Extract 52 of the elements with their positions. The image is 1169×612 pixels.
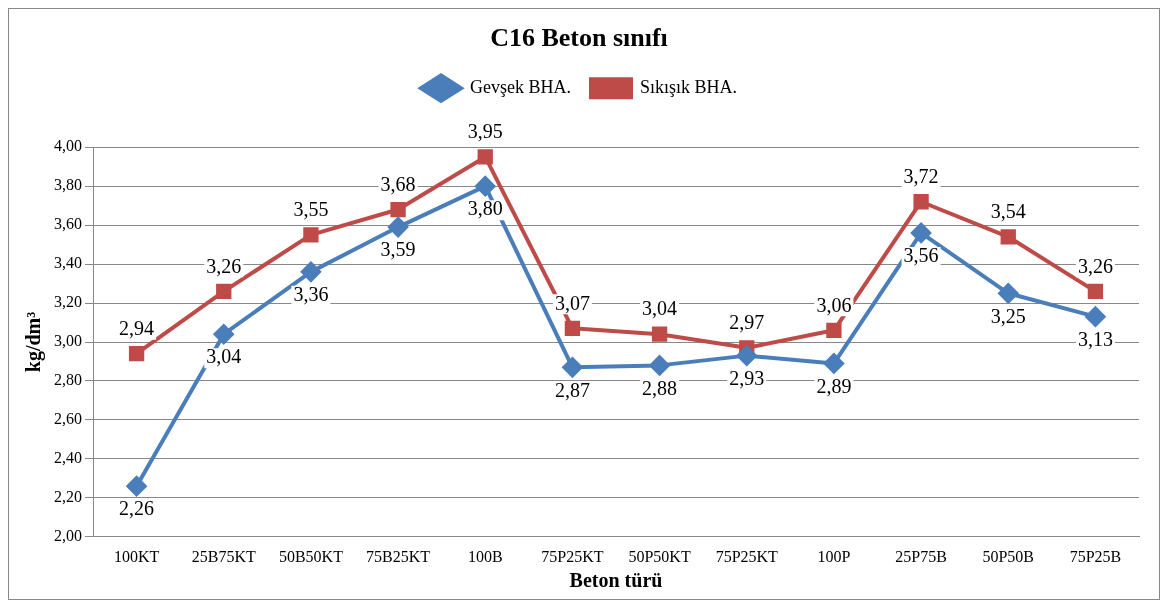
data-label: 2,89: [816, 374, 852, 397]
y-tick-label: 2,20: [54, 488, 82, 506]
y-tick-label: 4,00: [54, 137, 82, 155]
data-label: 3,26: [206, 254, 242, 277]
legend-label: Sıkışık BHA.: [639, 76, 738, 97]
data-label: 3,68: [380, 172, 416, 195]
data-label: 2,97: [729, 311, 765, 334]
x-tick-label: 50P50KT: [628, 547, 691, 565]
y-tick-label: 2,00: [54, 527, 82, 544]
data-label: 3,80: [467, 197, 503, 220]
data-label: 3,36: [293, 283, 329, 306]
y-tick-label: 3,20: [54, 293, 82, 311]
x-tick-label: 25P75B: [895, 547, 947, 565]
x-tick-label: 100KT: [113, 547, 160, 565]
y-tick-label: 3,00: [54, 332, 82, 350]
x-tick-label: 75P25B: [1069, 547, 1122, 565]
legend-label: Gevşek BHA.: [470, 76, 571, 97]
y-tick-label: 2,40: [54, 449, 82, 467]
y-tick-label: 3,60: [54, 215, 82, 233]
data-label: 3,06: [816, 293, 852, 316]
data-label: 3,54: [990, 200, 1026, 223]
data-label: 2,93: [729, 366, 765, 389]
y-tick-label: 2,60: [54, 410, 82, 428]
x-tick-label: 75B25KT: [366, 547, 431, 565]
x-tick-label: 75P25KT: [541, 547, 604, 565]
data-label: 3,26: [1077, 254, 1113, 277]
x-tick-label: 25B75KT: [191, 547, 256, 565]
x-tick-label: 100P: [817, 547, 851, 565]
y-tick-label: 3,40: [54, 254, 82, 272]
data-label: 3,25: [990, 304, 1026, 327]
data-label: 3,56: [903, 244, 939, 267]
data-label: 3,95: [467, 120, 503, 143]
x-axis-title: Beton türü: [569, 569, 663, 592]
data-label: 3,13: [1077, 327, 1113, 350]
data-label: 3,72: [903, 164, 939, 187]
x-tick-label: 50B50KT: [278, 547, 344, 565]
data-label: 2,88: [642, 376, 678, 399]
data-label: 2,26: [119, 497, 155, 520]
data-label: 2,87: [554, 378, 590, 401]
data-label: 3,07: [554, 291, 590, 314]
x-tick-label: 75P25KT: [715, 547, 779, 565]
y-tick-label: 3,80: [54, 176, 82, 194]
y-axis-title: kg/dm³: [22, 311, 46, 373]
x-tick-label: 100B: [467, 547, 503, 565]
data-label: 3,59: [380, 238, 416, 261]
data-label: 2,94: [119, 316, 155, 339]
chart-title: C16 Beton sınıfı: [490, 23, 668, 53]
x-tick-label: 50P50B: [982, 547, 1035, 565]
y-tick-label: 2,80: [54, 371, 82, 389]
data-label: 3,04: [206, 345, 242, 368]
data-label: 3,55: [293, 198, 329, 221]
data-label: 3,04: [642, 297, 678, 320]
